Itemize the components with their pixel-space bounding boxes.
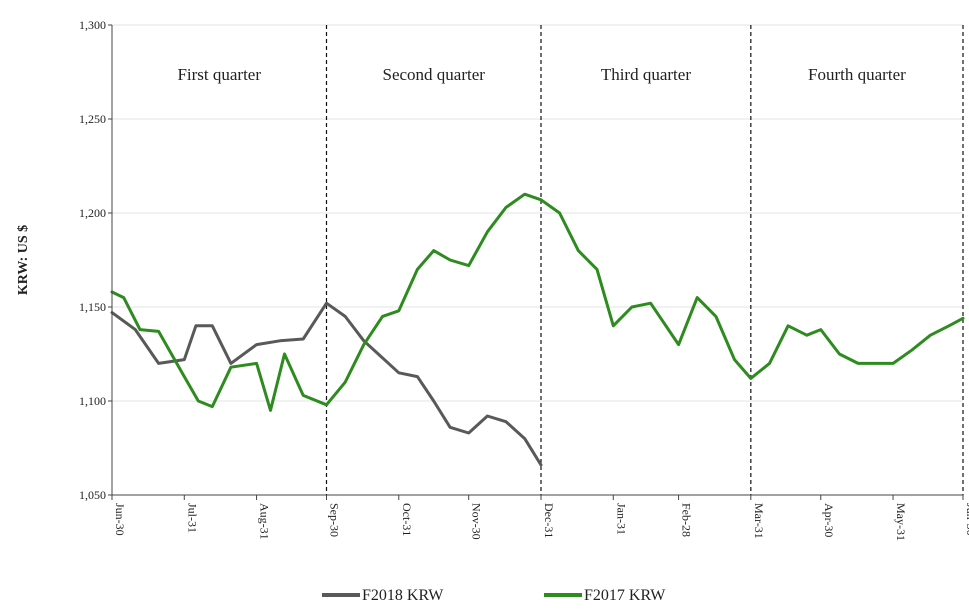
- legend-label: F2017 KRW: [584, 587, 666, 604]
- x-tick-label: Mar-31: [752, 503, 766, 539]
- quarter-label: First quarter: [177, 65, 261, 84]
- y-tick-label: 1,150: [79, 300, 106, 314]
- x-tick-label: Jun-30: [113, 503, 127, 536]
- series-line-f2017: [110, 192, 965, 412]
- x-tick-label: Jan-31: [614, 503, 628, 535]
- y-tick-label: 1,100: [79, 394, 106, 408]
- gridlines: [112, 24, 963, 402]
- y-tick-label: 1,300: [79, 18, 106, 32]
- x-tick-label: Sep-30: [327, 503, 341, 537]
- quarter-label: Third quarter: [601, 65, 691, 84]
- y-axis-title: KRW: US $: [16, 225, 31, 295]
- quarter-dividers: [325, 25, 964, 495]
- y-tick-label: 1,200: [79, 206, 106, 220]
- legend: F2018 KRW F2017 KRW: [322, 587, 666, 604]
- x-tick-label: Oct-31: [400, 503, 414, 536]
- quarter-labels: First quarter Second quarter Third quarter…: [177, 65, 906, 84]
- x-tick-label: Jun-30: [964, 503, 969, 536]
- x-tick-label: Feb-28: [680, 503, 694, 537]
- x-tick-label: Jul-31: [185, 503, 199, 533]
- y-axis-ticks: 1,050 1,100 1,150 1,200 1,250 1,300: [79, 18, 112, 502]
- x-tick-label: Apr-30: [822, 503, 836, 537]
- x-tick-label: May-31: [894, 503, 908, 541]
- series-lines: [110, 192, 965, 467]
- quarter-label: Second quarter: [383, 65, 486, 84]
- y-tick-label: 1,250: [79, 112, 106, 126]
- legend-label: F2018 KRW: [362, 587, 444, 604]
- x-tick-label: Dec-31: [542, 503, 556, 538]
- x-axis-ticks: Jun-30 Jul-31 Aug-31 Sep-30 Oct-31 Nov-30 Dec-…: [111, 495, 969, 541]
- series-line-f2018: [110, 301, 543, 467]
- x-tick-label: Nov-30: [470, 503, 484, 540]
- quarter-label: Fourth quarter: [808, 65, 906, 84]
- y-tick-label: 1,050: [79, 488, 106, 502]
- axes: [111, 25, 963, 496]
- x-tick-label: Aug-31: [258, 503, 272, 540]
